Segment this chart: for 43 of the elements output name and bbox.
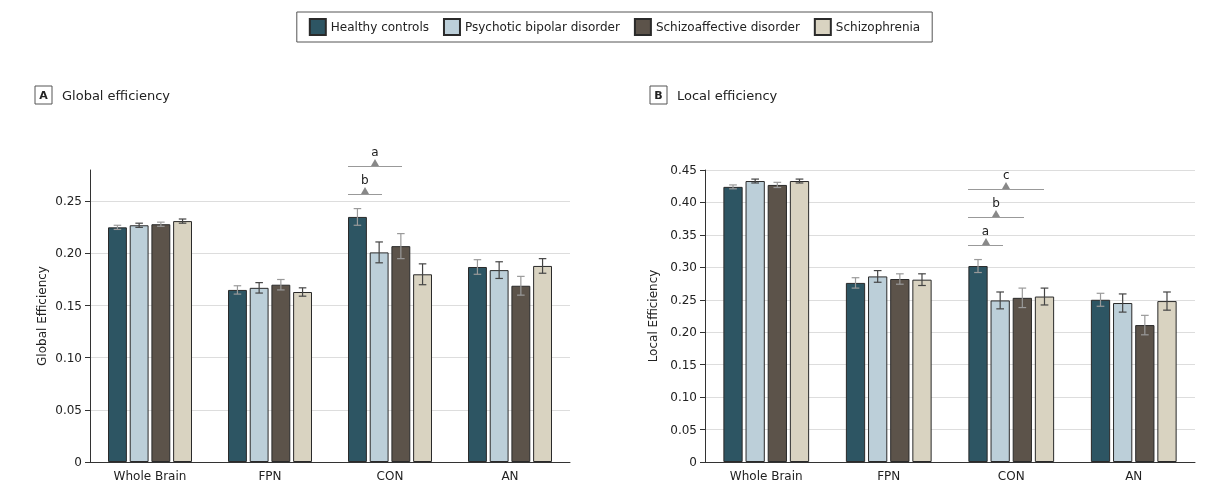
x-tick-label: FPN xyxy=(258,469,282,483)
text: A xyxy=(39,88,49,102)
y-tick-label: 0.15 xyxy=(670,357,697,372)
y-tick-label: 0.40 xyxy=(670,195,697,210)
y-tick-label: 0.05 xyxy=(55,402,82,417)
legend-label: Healthy controls xyxy=(330,20,429,34)
y-axis-title: Local Efficiency xyxy=(646,269,661,363)
y-tick-label: 0 xyxy=(689,455,697,469)
x-tick-label: CON xyxy=(997,469,1025,483)
y-tick-label: 0.25 xyxy=(55,194,82,209)
annotation: a xyxy=(980,223,991,238)
x-tick-label: Whole Brain xyxy=(113,469,187,483)
x-tick-label: AN xyxy=(501,469,519,483)
chart-title: Local efficiency xyxy=(677,87,778,103)
y-axis-title: Global Efficiency xyxy=(35,266,49,366)
y-tick-label: 0.45 xyxy=(670,163,697,177)
significance-bracket: a xyxy=(348,144,402,170)
y-tick-label: 0.30 xyxy=(670,260,697,275)
y-tick-label: 0.20 xyxy=(670,325,697,340)
annotation: b xyxy=(360,172,370,187)
x-tick-label: Whole Brain xyxy=(729,469,803,483)
legend-label: Schizoaffective disorder xyxy=(655,20,800,34)
significance-bracket: b xyxy=(348,172,382,198)
text: B xyxy=(654,88,663,102)
legend-label: Psychotic bipolar disorder xyxy=(464,20,620,34)
significance-bracket: a xyxy=(968,223,1003,249)
y-tick-label: 0.10 xyxy=(55,350,82,365)
x-tick-label: FPN xyxy=(877,469,901,483)
y-tick-label: 0.10 xyxy=(670,390,697,405)
y-tick-label: 0 xyxy=(74,455,82,469)
y-tick-label: 0.05 xyxy=(670,422,697,437)
x-tick-label: CON xyxy=(376,469,404,483)
annotation: c xyxy=(1002,167,1011,182)
significance-bracket: c xyxy=(968,167,1045,193)
legend-label: Schizophrenia xyxy=(835,20,921,34)
x-tick-label: AN xyxy=(1125,469,1143,483)
y-tick-label: 0.20 xyxy=(55,246,82,261)
y-tick-label: 0.35 xyxy=(670,227,697,242)
annotation: b xyxy=(991,195,1001,210)
y-tick-label: 0.15 xyxy=(55,298,82,313)
significance-bracket: b xyxy=(968,195,1024,221)
chart-title: Global efficiency xyxy=(62,87,171,103)
y-tick-label: 0.25 xyxy=(670,292,697,307)
